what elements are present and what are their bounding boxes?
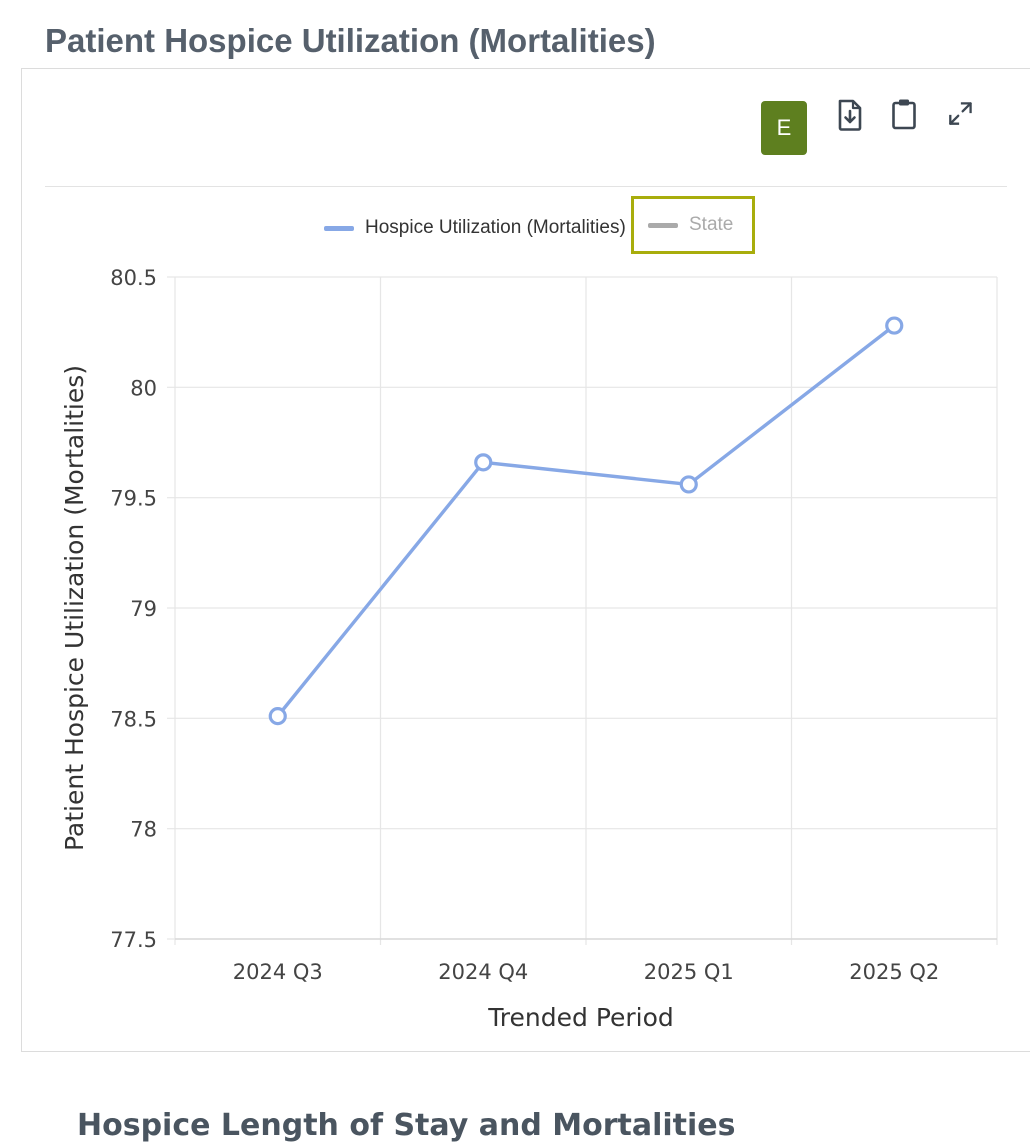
legend-swatch — [648, 222, 678, 228]
x-tick-label: 2024 Q3 — [233, 960, 323, 984]
copy-button[interactable] — [889, 97, 919, 131]
y-tick-label: 80.5 — [110, 266, 157, 290]
export-button-label: E — [776, 115, 792, 140]
file-download-icon — [838, 99, 862, 131]
clipboard-icon — [892, 99, 916, 130]
y-axis-title: Patient Hospice Utilization (Mortalities… — [60, 365, 89, 851]
x-tick-label: 2024 Q4 — [438, 960, 528, 984]
legend-label: Hospice Utilization (Mortalities) — [365, 217, 626, 238]
data-point — [885, 316, 904, 335]
legend-swatch — [324, 225, 354, 231]
y-tick-label: 79.5 — [110, 487, 157, 511]
x-tick-label: 2025 Q2 — [849, 960, 939, 984]
data-point — [474, 453, 493, 472]
y-tick-label: 78 — [130, 818, 157, 842]
y-tick-label: 80 — [130, 376, 157, 400]
export-button[interactable]: E — [761, 101, 807, 155]
y-tick-label: 79 — [130, 597, 157, 621]
toolbar-divider — [45, 186, 1007, 187]
page-title: Patient Hospice Utilization (Mortalities… — [45, 22, 656, 59]
data-point — [268, 707, 287, 726]
legend-item-state[interactable]: State — [631, 196, 755, 254]
x-tick-label: 2025 Q1 — [644, 960, 734, 984]
legend-item-hospice-utilization[interactable]: Hospice Utilization (Mortalities) — [324, 215, 626, 241]
expand-button[interactable] — [945, 97, 975, 131]
line-chart: 77.5 78 78.5 79 79.5 80 80.5 2024 Q3 2024 Q4 2025… — [60, 266, 998, 1032]
download-button[interactable] — [835, 98, 865, 132]
series-line — [276, 323, 896, 718]
data-point — [679, 475, 698, 494]
expand-icon — [949, 102, 972, 125]
y-tick-label: 78.5 — [110, 707, 157, 731]
y-tick-label: 77.5 — [110, 928, 157, 952]
legend-label: State — [689, 214, 734, 235]
next-section-title: Hospice Length of Stay and Mortalities — [77, 1108, 736, 1143]
chart-card: E Hospice Utilization (Mortalities) Stat… — [21, 68, 1030, 1052]
x-axis-title: Trended Period — [487, 1003, 674, 1032]
